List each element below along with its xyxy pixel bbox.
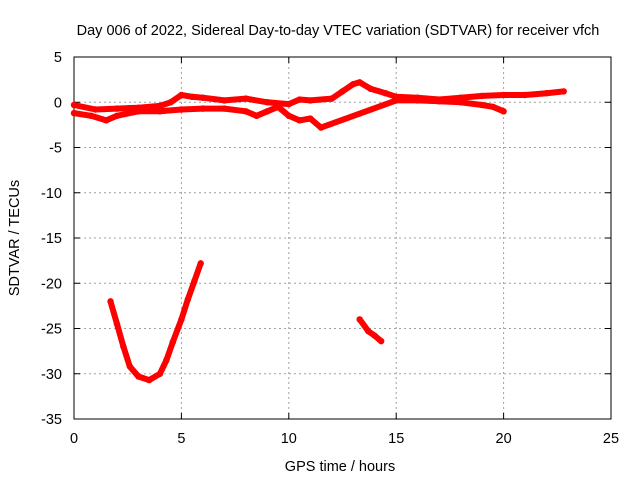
x-tick-label: 25 — [603, 431, 619, 447]
data-point — [393, 97, 400, 104]
data-point — [163, 356, 170, 364]
y-tick-label: -30 — [41, 367, 62, 383]
data-point — [178, 316, 185, 323]
series-line — [107, 260, 204, 384]
series-u-shaped-arc — [107, 260, 204, 384]
data-point — [70, 101, 78, 109]
data-point — [543, 90, 550, 97]
data-point — [156, 108, 164, 115]
data-point — [377, 337, 385, 345]
data-point — [356, 79, 363, 86]
y-tick-label: -20 — [41, 276, 62, 292]
x-tick-label: 20 — [496, 431, 512, 447]
data-point — [274, 103, 282, 110]
y-tick-label: -15 — [41, 231, 62, 247]
data-point — [191, 278, 198, 285]
data-point — [103, 117, 110, 124]
data-point — [435, 98, 443, 105]
data-point — [521, 91, 529, 99]
y-tick-labels: 5 0 -5 -10 -15 -20 -25 -30 -35 — [41, 50, 62, 428]
data-point — [285, 112, 292, 120]
x-tick-label: 0 — [70, 431, 78, 447]
x-tick-label: 5 — [177, 431, 185, 447]
data-point — [350, 80, 357, 88]
y-tick-label: 5 — [54, 50, 62, 66]
data-point — [135, 373, 142, 380]
series-line — [356, 316, 385, 345]
data-point — [156, 102, 164, 110]
data-point — [367, 85, 374, 92]
x-tick-label: 15 — [388, 431, 404, 447]
data-marks — [70, 79, 567, 384]
data-point — [156, 370, 164, 377]
data-point — [221, 97, 228, 104]
x-axis-label: GPS time / hours — [285, 459, 395, 475]
series-short-segment — [356, 316, 385, 345]
data-point — [197, 260, 204, 267]
data-point — [500, 108, 507, 115]
data-point — [365, 328, 372, 335]
data-point — [113, 320, 121, 328]
data-point — [87, 112, 95, 120]
y-axis-label: SDTVAR / TECUs — [7, 180, 23, 296]
data-point — [264, 108, 271, 115]
data-point — [478, 101, 486, 109]
data-point — [178, 91, 185, 99]
data-point — [253, 112, 260, 120]
data-point — [199, 105, 207, 112]
chart-title: Day 006 of 2022, Sidereal Day-to-day VTE… — [77, 23, 600, 39]
data-point — [328, 95, 335, 102]
data-point — [371, 332, 378, 339]
data-point — [307, 97, 314, 104]
data-point — [178, 106, 185, 113]
data-point — [199, 94, 207, 101]
y-tick-label: 0 — [54, 95, 62, 111]
data-point — [307, 115, 314, 122]
data-point — [242, 108, 250, 115]
data-point — [317, 124, 325, 131]
data-point — [167, 99, 174, 106]
data-point — [560, 88, 567, 95]
data-point — [285, 100, 292, 108]
data-point — [382, 90, 389, 97]
data-point — [126, 363, 134, 370]
y-tick-label: -10 — [41, 186, 62, 202]
data-point — [500, 91, 507, 99]
x-tick-label: 10 — [281, 431, 297, 447]
data-point — [145, 376, 153, 384]
data-point — [296, 117, 303, 124]
y-tick-label: -35 — [41, 412, 62, 428]
data-point — [135, 108, 142, 115]
data-point — [339, 88, 346, 95]
data-point — [221, 105, 228, 112]
data-point — [188, 93, 196, 101]
data-point — [120, 343, 127, 350]
data-point — [169, 338, 177, 346]
data-point — [356, 316, 363, 323]
axis-ticks — [73, 56, 612, 420]
data-point — [113, 112, 121, 120]
x-tick-labels: 0 5 10 15 20 25 — [70, 431, 619, 447]
data-point — [489, 103, 497, 110]
data-point — [457, 99, 464, 106]
data-point — [414, 97, 421, 104]
data-point — [113, 105, 121, 112]
y-tick-label: -5 — [49, 141, 62, 157]
data-point — [107, 298, 114, 305]
series-near-zero-band-lower — [70, 97, 507, 131]
data-point — [184, 296, 192, 303]
data-point — [296, 96, 303, 103]
y-tick-label: -25 — [41, 322, 62, 338]
series-line — [71, 97, 507, 131]
data-point — [70, 109, 78, 117]
data-point — [242, 95, 250, 102]
data-point — [264, 99, 271, 106]
data-point — [92, 106, 99, 113]
data-point — [478, 92, 486, 100]
